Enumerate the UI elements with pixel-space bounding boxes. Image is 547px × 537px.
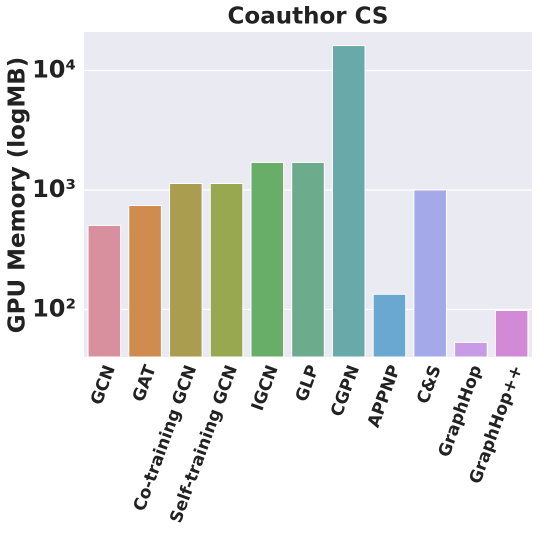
bar: [128, 205, 162, 358]
y-tick-label: 10⁴: [32, 55, 76, 83]
bar: [291, 161, 325, 358]
x-tick-label: GCN: [87, 363, 120, 408]
x-tick-label: GLP: [292, 363, 324, 405]
y-axis-label: GPU Memory (logMB): [5, 57, 31, 334]
bar: [250, 161, 285, 358]
y-tick-label: 10³: [32, 175, 76, 203]
chart-title: Coauthor CS: [228, 4, 389, 30]
bar: [169, 182, 203, 358]
bar: [454, 341, 488, 358]
bar: [494, 310, 529, 358]
bar: [413, 189, 447, 358]
x-tick-label: GAT: [129, 362, 161, 404]
bar: [372, 293, 407, 358]
x-tick-label: APPNP: [364, 363, 405, 431]
bar: [87, 224, 122, 358]
bar: [331, 45, 366, 358]
x-tick-label: C&S: [413, 363, 445, 407]
x-tick-label: IGCN: [248, 363, 283, 414]
y-tick-label: 10²: [32, 294, 76, 322]
x-tick-label: CGPN: [327, 363, 364, 420]
bar: [209, 182, 244, 358]
